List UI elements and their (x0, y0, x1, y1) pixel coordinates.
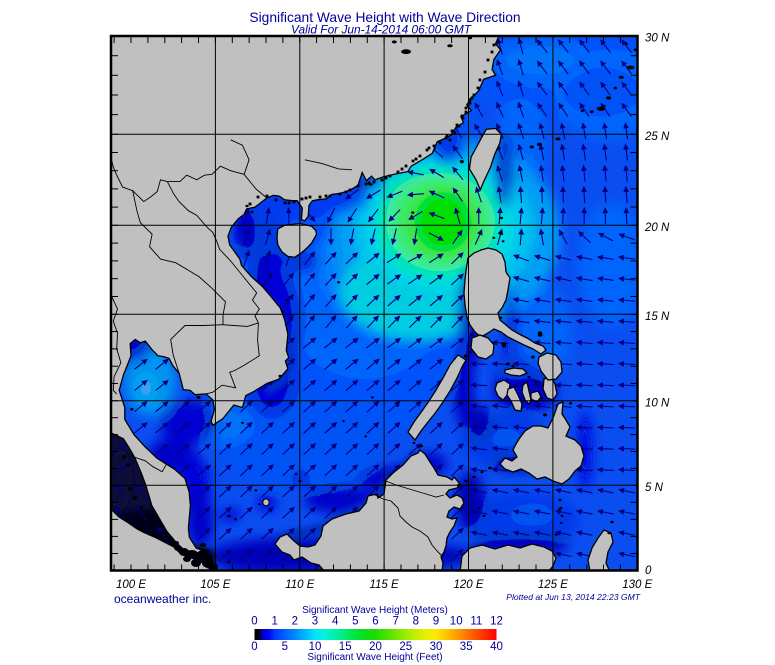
svg-text:2: 2 (292, 616, 298, 628)
svg-text:20: 20 (369, 641, 382, 653)
svg-text:Significant Wave Height (Meter: Significant Wave Height (Meters) (302, 605, 448, 616)
svg-text:5: 5 (282, 641, 288, 653)
svg-text:20 N: 20 N (644, 222, 670, 234)
svg-text:5: 5 (352, 616, 358, 628)
svg-text:40: 40 (490, 641, 503, 653)
svg-text:Significant Wave Height with W: Significant Wave Height with Wave Direct… (249, 10, 520, 25)
svg-text:Significant Wave Height (Feet): Significant Wave Height (Feet) (307, 652, 442, 663)
svg-text:Valid For Jun-14-2014 06:00 GM: Valid For Jun-14-2014 06:00 GMT (291, 23, 472, 37)
svg-text:Plotted at Jun 13, 2014 22:23: Plotted at Jun 13, 2014 22:23 GMT (506, 592, 641, 602)
svg-text:0: 0 (251, 616, 257, 628)
svg-text:15 N: 15 N (645, 311, 670, 323)
svg-text:30 N: 30 N (645, 33, 670, 45)
svg-text:6: 6 (372, 616, 378, 628)
svg-text:7: 7 (392, 616, 398, 628)
svg-text:125 E: 125 E (538, 579, 568, 591)
svg-text:15: 15 (339, 641, 352, 653)
svg-text:130 E: 130 E (622, 579, 652, 591)
svg-text:3: 3 (312, 616, 318, 628)
svg-text:1: 1 (271, 616, 277, 628)
svg-text:10: 10 (309, 641, 322, 653)
svg-text:12: 12 (490, 616, 503, 628)
svg-text:10: 10 (450, 616, 463, 628)
svg-text:30: 30 (430, 641, 443, 653)
svg-text:25 N: 25 N (644, 131, 670, 143)
svg-text:100 E: 100 E (116, 579, 146, 591)
svg-text:10 N: 10 N (645, 397, 670, 409)
svg-text:35: 35 (460, 641, 473, 653)
svg-text:110 E: 110 E (285, 579, 315, 591)
svg-text:25: 25 (399, 641, 412, 653)
svg-text:105 E: 105 E (200, 579, 230, 591)
svg-text:5 N: 5 N (645, 482, 664, 494)
svg-text:8: 8 (413, 616, 419, 628)
svg-text:120 E: 120 E (453, 579, 483, 591)
svg-text:115 E: 115 E (369, 579, 399, 591)
svg-text:0: 0 (645, 565, 652, 577)
svg-text:0: 0 (251, 641, 257, 653)
svg-text:oceanweather inc.: oceanweather inc. (114, 592, 211, 606)
svg-text:11: 11 (470, 616, 482, 628)
svg-text:9: 9 (433, 616, 439, 628)
svg-text:4: 4 (332, 616, 339, 628)
